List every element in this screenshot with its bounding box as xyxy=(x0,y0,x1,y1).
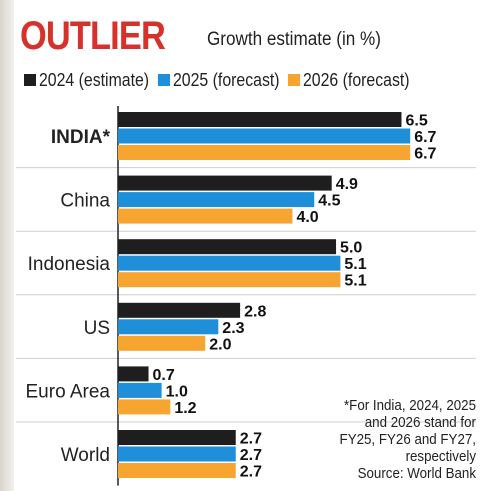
bar-value-label: 2.8 xyxy=(244,303,266,320)
legend-swatch-2025 xyxy=(158,74,171,86)
bar-value-label: 5.0 xyxy=(340,240,362,257)
category-label: Indonesia xyxy=(28,254,111,275)
category-label: China xyxy=(60,191,110,212)
bar-value-label: 1.0 xyxy=(166,383,188,400)
bar-value-label: 2.0 xyxy=(209,336,231,353)
bar xyxy=(118,446,236,462)
bar-value-label: 4.5 xyxy=(318,193,340,210)
bar xyxy=(118,335,206,351)
bar xyxy=(118,399,171,415)
bar-value-label: 5.1 xyxy=(344,273,366,290)
legend-label-2024: 2024 (estimate) xyxy=(39,69,150,90)
bar-value-label: 6.7 xyxy=(414,146,436,163)
bar-value-label: 0.7 xyxy=(153,367,175,384)
category-label: World xyxy=(61,445,110,466)
bar-value-label: 1.2 xyxy=(174,400,196,417)
bar xyxy=(118,112,402,127)
legend: 2024 (estimate) 2025 (forecast) 2026 (fo… xyxy=(24,70,418,90)
chart-title: OUTLIER xyxy=(20,14,166,58)
footnote-line-2: and 2026 stand for xyxy=(364,415,476,431)
legend-item-2026: 2026 (forecast) xyxy=(288,70,412,91)
legend-item-2025: 2025 (forecast) xyxy=(158,70,282,91)
legend-swatch-2026 xyxy=(288,74,301,86)
footnote-line-3: FY25, FY26 and FY27, xyxy=(339,432,476,448)
bar xyxy=(118,175,332,191)
footnote-source: Source: World Bank xyxy=(357,466,476,482)
bar-value-label: 2.7 xyxy=(240,464,262,481)
bar-value-label: 4.0 xyxy=(296,209,318,226)
category-label: INDIA* xyxy=(51,127,111,148)
bar xyxy=(118,319,219,335)
category-label: US xyxy=(84,318,110,339)
bar xyxy=(118,255,341,271)
legend-swatch-2024 xyxy=(24,74,36,86)
bar-value-label: 6.5 xyxy=(405,113,427,130)
bar-value-label: 2.7 xyxy=(240,447,262,464)
bar xyxy=(118,145,411,160)
bar xyxy=(118,430,236,445)
bar-value-label: 2.3 xyxy=(222,320,244,337)
bar xyxy=(118,463,236,478)
bar xyxy=(118,382,162,398)
footnote-line-4: respectively xyxy=(405,449,476,465)
footnote: *For India, 2024, 2025 and 2026 stand fo… xyxy=(286,398,476,483)
footnote-line-1: *For India, 2024, 2025 xyxy=(343,398,476,414)
background-shade xyxy=(0,0,14,491)
bar-value-label: 2.7 xyxy=(240,431,262,448)
legend-label-2026: 2026 (forecast) xyxy=(303,69,410,90)
bar xyxy=(118,366,149,382)
bar xyxy=(118,208,293,224)
chart-subtitle: Growth estimate (in %) xyxy=(207,29,381,50)
bar xyxy=(118,302,241,318)
legend-item-2024: 2024 (estimate) xyxy=(24,70,152,91)
category-label: Euro Area xyxy=(26,381,111,402)
bar xyxy=(118,272,341,288)
bar-value-label: 6.7 xyxy=(414,129,436,146)
bar-value-label: 4.9 xyxy=(336,176,358,193)
legend-label-2025: 2025 (forecast) xyxy=(173,69,280,90)
bar-value-label: 5.1 xyxy=(344,256,366,273)
bar xyxy=(118,128,411,144)
bar xyxy=(118,192,315,208)
bar xyxy=(118,239,337,255)
